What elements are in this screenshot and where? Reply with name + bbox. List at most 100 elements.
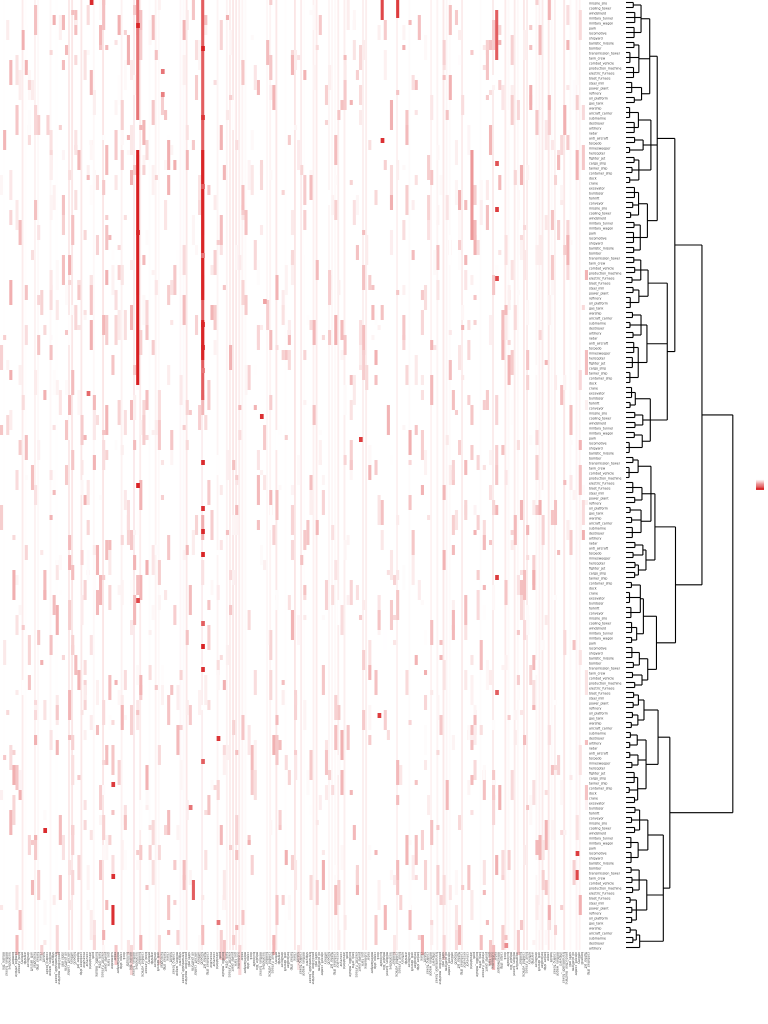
- heatmap-cell: [241, 280, 245, 305]
- row-label: blast_furnace: [589, 77, 610, 81]
- heatmap-cell: [526, 350, 530, 370]
- heatmap-cell: [343, 540, 347, 560]
- heatmap-cell: [389, 870, 394, 880]
- heatmap-cell: [24, 25, 28, 55]
- heatmap-cell: [507, 340, 511, 345]
- heatmap-cell: [18, 910, 22, 930]
- heatmap-cell: [114, 175, 118, 190]
- heatmap-cell: [111, 855, 115, 875]
- heatmap-cell: [287, 330, 291, 345]
- heatmap-cell: [584, 350, 588, 375]
- heatmap-cell: [216, 780, 220, 800]
- heatmap-cell: [312, 405, 316, 425]
- heatmap-cell: [3, 335, 7, 340]
- heatmap-cell: [303, 615, 307, 620]
- heatmap-cell: [402, 285, 406, 295]
- heatmap-cell: [61, 195, 65, 215]
- heatmap-cell: [157, 420, 161, 450]
- heatmap-cell: [374, 375, 378, 385]
- heatmap-cell: [235, 245, 239, 270]
- heatmap-cell: [18, 605, 22, 615]
- heatmap-cell: [581, 105, 585, 120]
- heatmap-cell: [303, 700, 307, 730]
- heatmap-cell: [235, 505, 239, 515]
- column-label: conveyor: [339, 952, 343, 967]
- heatmap-cell: [108, 715, 112, 730]
- heatmap-cell: [510, 540, 514, 550]
- heatmap-cell: [358, 365, 363, 370]
- row-label: combat_vehicle: [589, 882, 614, 886]
- heatmap-cell: [358, 85, 363, 105]
- heatmap-cell: [213, 250, 217, 275]
- heatmap-cell: [123, 215, 127, 220]
- heatmap-cell: [133, 365, 137, 375]
- heatmap-cell: [219, 240, 223, 255]
- heatmap-cell: [71, 10, 75, 15]
- heatmap-cell: [495, 395, 499, 425]
- heatmap-highlight-cell: [111, 782, 116, 787]
- heatmap-cell: [408, 20, 412, 25]
- heatmap-cell: [71, 370, 75, 395]
- heatmap-cell: [170, 145, 174, 155]
- heatmap-cell: [414, 80, 418, 90]
- heatmap-cell: [309, 805, 313, 815]
- row-label: shipyard: [589, 242, 603, 246]
- column-label: container_ship: [333, 952, 337, 975]
- column-label: excavator: [463, 952, 467, 968]
- heatmap-highlight-cell: [160, 92, 165, 97]
- heatmap-cell: [281, 690, 285, 705]
- heatmap-cell: [30, 840, 35, 845]
- heatmap-cell: [86, 165, 90, 175]
- column-stripe: [461, 0, 463, 950]
- heatmap-cell: [386, 730, 390, 740]
- heatmap-cell: [485, 180, 489, 200]
- heatmap-cell: [553, 700, 558, 705]
- heatmap-cell: [219, 825, 223, 845]
- heatmap-cell: [167, 535, 171, 560]
- heatmap-cell: [464, 255, 468, 265]
- heatmap-cell: [458, 440, 462, 455]
- heatmap-cell: [553, 595, 558, 600]
- heatmap-cell: [55, 380, 59, 395]
- heatmap-cell: [15, 690, 19, 695]
- column-label: park: [218, 952, 222, 959]
- heatmap-cell: [405, 185, 409, 215]
- heatmap-cell: [185, 10, 189, 30]
- heatmap-cell: [114, 40, 118, 45]
- heatmap-cell: [235, 505, 239, 535]
- column-label: combat_vehicle: [141, 952, 145, 977]
- heatmap-band: [201, 150, 205, 300]
- column-label: aircraft_carrier: [193, 952, 197, 976]
- heatmap-cell: [61, 655, 65, 660]
- heatmap-cell: [420, 390, 424, 400]
- heatmap-cell: [309, 320, 313, 330]
- heatmap-cell: [470, 50, 474, 55]
- color-key-swatch: [756, 479, 764, 481]
- heatmap-cell: [396, 90, 400, 95]
- heatmap-cell: [89, 830, 93, 840]
- heatmap-cell: [83, 230, 87, 240]
- heatmap-cell: [560, 200, 564, 205]
- heatmap-cell: [111, 720, 115, 725]
- row-label: power_plant: [589, 702, 609, 706]
- heatmap-cell: [105, 215, 109, 220]
- heatmap-cell: [167, 810, 171, 835]
- heatmap-cell: [492, 85, 496, 90]
- heatmap-cell: [99, 45, 103, 50]
- column-label: missile_silo: [509, 952, 513, 970]
- row-label: artillery: [589, 537, 601, 541]
- heatmap-cell: [328, 275, 332, 305]
- heatmap-cell: [507, 355, 511, 385]
- heatmap-cell: [532, 705, 536, 710]
- heatmap-cell: [488, 125, 493, 155]
- heatmap-cell: [355, 70, 359, 80]
- heatmap-cell: [368, 640, 372, 670]
- heatmap-cell: [185, 400, 189, 415]
- heatmap-cell: [519, 710, 524, 715]
- heatmap-cell: [182, 550, 186, 560]
- heatmap-cell: [30, 465, 35, 490]
- heatmap-cell: [389, 600, 394, 630]
- heatmap-highlight-cell: [201, 552, 205, 557]
- heatmap-cell: [535, 455, 539, 480]
- column-label: helicopter: [159, 952, 163, 969]
